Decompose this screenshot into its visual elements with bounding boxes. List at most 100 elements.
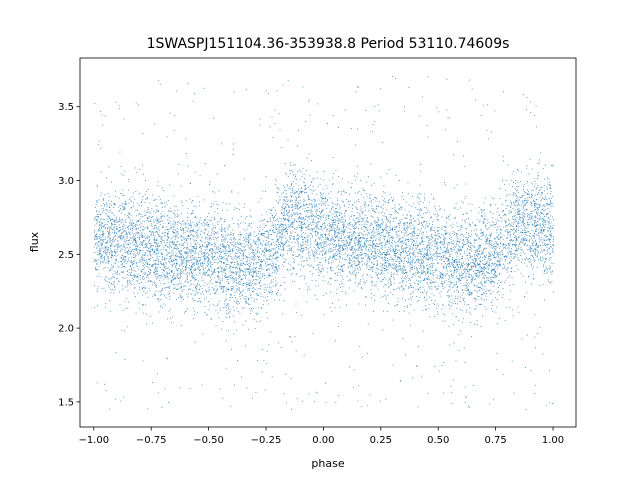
data-point [159, 249, 161, 251]
data-point [117, 266, 119, 268]
data-point [188, 224, 190, 226]
data-point [226, 310, 228, 312]
data-point [533, 258, 535, 260]
data-point [162, 262, 164, 264]
data-point [467, 266, 469, 268]
data-point [176, 235, 178, 237]
data-point [100, 219, 102, 221]
data-point [426, 212, 428, 213]
data-point [132, 242, 134, 244]
data-point [479, 245, 481, 247]
data-point [314, 207, 316, 209]
data-point [145, 304, 147, 306]
data-point [156, 231, 158, 233]
data-point [437, 215, 439, 216]
data-point [254, 259, 256, 261]
data-point [179, 257, 181, 258]
data-point [432, 230, 434, 232]
data-point [108, 260, 110, 262]
data-point [149, 238, 151, 240]
data-point [322, 250, 324, 252]
data-point [402, 228, 404, 230]
data-point [384, 236, 386, 238]
data-point [454, 284, 456, 286]
data-point [306, 157, 308, 159]
data-point [160, 213, 162, 214]
data-point [253, 276, 255, 277]
data-point [197, 252, 199, 254]
data-point [150, 246, 152, 248]
data-point [429, 273, 431, 275]
data-point [361, 220, 363, 222]
data-point [184, 312, 186, 314]
data-point [299, 225, 301, 227]
data-point [116, 249, 118, 251]
data-point [428, 257, 430, 259]
data-point [285, 402, 287, 404]
data-point [417, 406, 419, 408]
data-point [210, 261, 212, 263]
data-point [448, 250, 450, 252]
data-point [552, 225, 554, 226]
data-point [260, 243, 262, 245]
data-point [534, 225, 536, 227]
data-point [363, 205, 365, 207]
data-point [320, 234, 322, 236]
data-point [363, 211, 365, 213]
data-point [101, 239, 103, 241]
data-point [233, 245, 235, 247]
data-point [196, 240, 197, 242]
data-point [489, 263, 490, 265]
data-point [142, 312, 144, 314]
data-point [154, 281, 156, 283]
data-point [236, 252, 238, 254]
data-point [147, 218, 149, 220]
data-point [341, 235, 342, 237]
data-point [185, 266, 186, 268]
data-point [227, 244, 229, 246]
data-point [431, 216, 432, 218]
data-point [353, 249, 355, 251]
data-point [541, 251, 543, 253]
data-point [113, 226, 115, 228]
data-point [329, 266, 331, 268]
data-point [229, 246, 230, 248]
data-point [467, 288, 469, 290]
data-point [163, 258, 165, 260]
data-point [509, 284, 511, 286]
data-point [178, 243, 180, 245]
data-point [217, 271, 219, 273]
data-point [543, 239, 545, 241]
data-point [116, 272, 117, 274]
data-point [276, 228, 278, 230]
data-point [425, 224, 427, 226]
data-point [343, 205, 345, 207]
data-point [392, 76, 394, 78]
data-point [109, 207, 111, 208]
data-point [401, 297, 403, 299]
data-point [259, 276, 261, 278]
data-point [189, 250, 191, 252]
data-point [138, 192, 140, 194]
data-point [512, 216, 513, 218]
data-point [456, 226, 458, 228]
data-point [180, 272, 182, 274]
data-point [352, 261, 354, 262]
data-point [259, 267, 261, 269]
data-point [325, 204, 326, 206]
data-point [441, 263, 443, 265]
data-point [270, 259, 272, 260]
data-point [144, 288, 146, 290]
data-point [127, 252, 129, 253]
data-point [540, 229, 542, 231]
data-point [529, 101, 531, 103]
data-point [552, 165, 554, 167]
data-point [135, 102, 137, 104]
data-point [246, 387, 248, 389]
data-point [388, 220, 390, 222]
data-point [169, 272, 171, 274]
data-point [305, 241, 307, 243]
data-point [314, 241, 316, 243]
data-point [475, 234, 477, 236]
data-point [187, 208, 189, 209]
